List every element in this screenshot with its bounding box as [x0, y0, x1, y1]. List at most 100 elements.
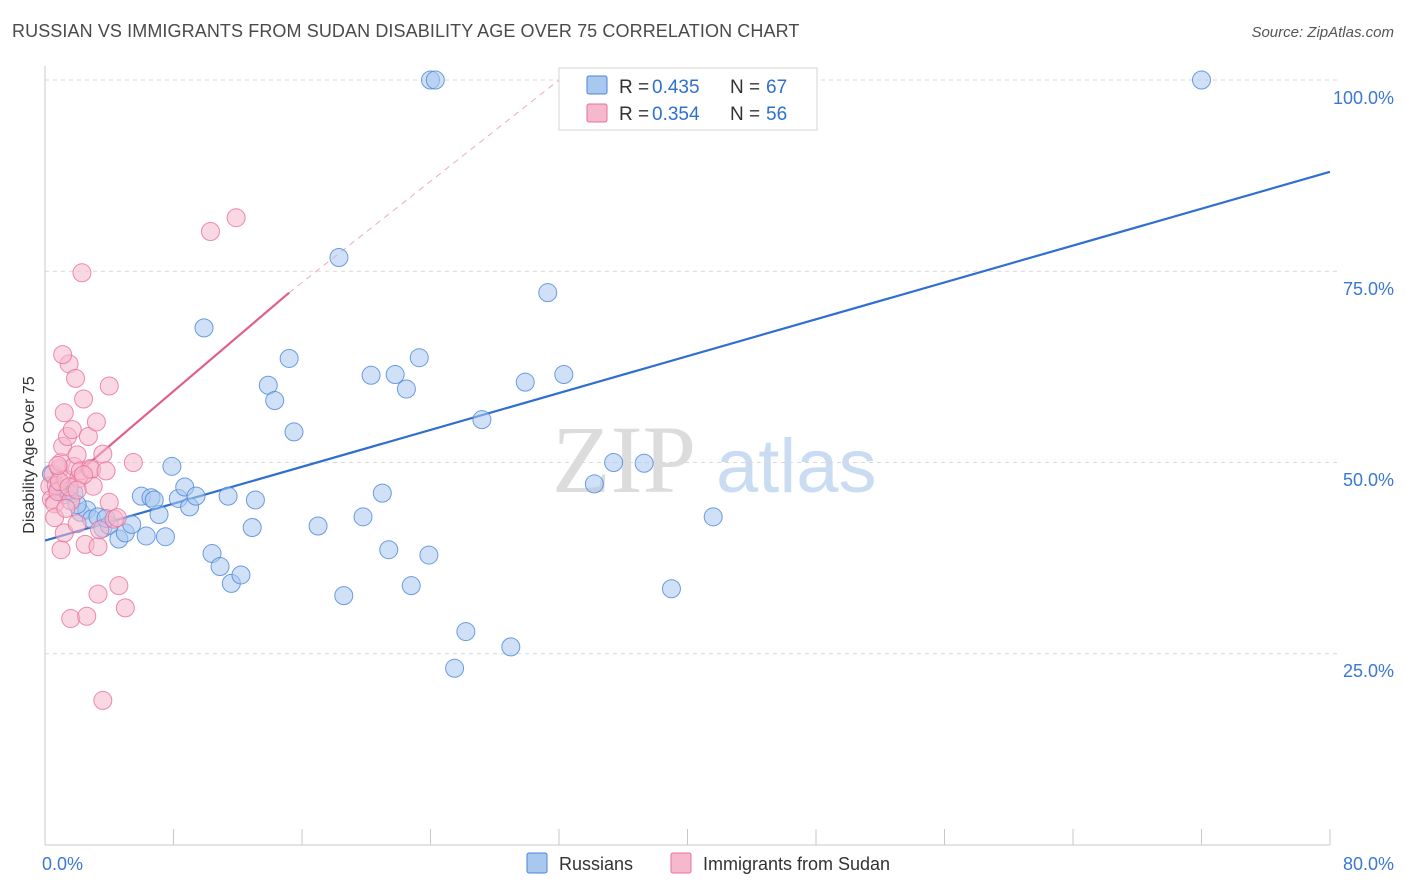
legend-r-label-2: R =: [619, 104, 649, 125]
data-point: [88, 584, 108, 604]
legend-r-label-1: R =: [619, 77, 649, 98]
data-point: [56, 498, 76, 518]
legend-r-value-1: 0.435: [652, 77, 700, 98]
data-point: [51, 540, 71, 560]
y-tick-label-50: 50.0%: [1343, 470, 1394, 490]
legend-r-value-2: 0.354: [652, 104, 700, 125]
data-point: [1192, 70, 1211, 90]
data-point: [200, 221, 220, 241]
data-points: [40, 70, 1211, 710]
data-point: [604, 453, 624, 472]
legend-n-value-1: 67: [766, 77, 787, 98]
data-point: [96, 461, 116, 481]
data-point: [279, 348, 299, 368]
data-point: [123, 453, 143, 472]
bottom-legend-swatch-sudan: [670, 852, 692, 874]
data-point: [210, 557, 230, 577]
chart-title: RUSSIAN VS IMMIGRANTS FROM SUDAN DISABIL…: [12, 21, 800, 41]
data-point: [86, 412, 106, 432]
data-point: [54, 403, 74, 423]
data-point: [231, 565, 251, 585]
data-point: [396, 379, 416, 399]
data-point: [67, 480, 87, 500]
data-point: [409, 348, 429, 368]
data-point: [194, 318, 214, 338]
data-point: [136, 526, 156, 546]
data-point: [93, 444, 113, 464]
data-point: [361, 365, 381, 385]
data-point: [308, 516, 328, 536]
data-point: [372, 483, 392, 503]
axes: [44, 66, 1331, 846]
data-point: [67, 514, 87, 534]
data-point: [538, 283, 558, 303]
data-point: [401, 576, 421, 596]
data-point: [245, 490, 265, 510]
data-point: [284, 422, 304, 442]
data-point: [379, 540, 399, 560]
data-point: [353, 507, 373, 527]
data-point: [77, 606, 97, 626]
legend-swatch-sudan: [586, 103, 608, 123]
y-tick-label-75: 75.0%: [1343, 279, 1394, 299]
data-point: [107, 508, 127, 528]
data-point: [265, 391, 285, 411]
chart-source: Source: ZipAtlas.com: [1251, 24, 1394, 41]
data-point: [419, 545, 439, 565]
y-axis-label: Disability Age Over 75: [21, 376, 38, 534]
data-point: [334, 586, 354, 606]
data-point: [242, 518, 262, 538]
data-point: [634, 453, 654, 473]
data-point: [66, 368, 86, 388]
data-point: [456, 622, 476, 642]
data-point: [515, 372, 535, 392]
legend: R = 0.435 N = 67 R = 0.354 N = 56: [558, 67, 818, 131]
series-sudan: [40, 208, 246, 710]
bottom-legend-swatch-russians: [526, 852, 548, 874]
data-point: [93, 690, 113, 710]
data-point: [48, 456, 68, 476]
data-point: [472, 410, 492, 430]
x-tick-label-min: 0.0%: [42, 854, 83, 874]
data-point: [53, 345, 73, 365]
legend-swatch-russians: [586, 75, 608, 95]
data-point: [501, 637, 521, 657]
bottom-legend-sudan: Immigrants from Sudan: [703, 854, 890, 874]
data-point: [72, 263, 92, 283]
data-point: [62, 420, 82, 440]
data-point: [445, 658, 465, 678]
data-point: [74, 389, 94, 409]
data-point: [109, 576, 129, 596]
legend-n-label-2: N =: [730, 104, 760, 125]
watermark-zip: ZIP: [552, 406, 696, 513]
bottom-legend-russians: Russians: [559, 854, 633, 874]
data-point: [155, 527, 175, 547]
trendline-extension: [288, 79, 560, 294]
data-point: [218, 486, 238, 506]
data-point: [88, 537, 108, 557]
data-point: [115, 598, 135, 618]
data-point: [144, 490, 164, 510]
data-point: [661, 579, 681, 599]
data-point: [54, 523, 74, 543]
data-point: [425, 70, 445, 90]
data-point: [61, 609, 81, 629]
data-point: [99, 376, 119, 396]
bottom-legend: Russians Immigrants from Sudan: [526, 852, 890, 874]
x-tick-label-max: 80.0%: [1343, 854, 1394, 874]
data-point: [67, 445, 87, 465]
y-tick-label-100: 100.0%: [1333, 88, 1394, 108]
trendline-russians: [44, 170, 1331, 542]
data-point: [584, 474, 604, 494]
data-point: [162, 456, 182, 476]
data-point: [78, 426, 98, 446]
data-point: [329, 247, 349, 267]
data-point: [90, 520, 110, 540]
data-point: [186, 486, 206, 506]
data-point: [554, 365, 574, 385]
y-tick-label-25: 25.0%: [1343, 661, 1394, 681]
data-point: [385, 365, 405, 385]
legend-n-label-1: N =: [730, 77, 760, 98]
legend-n-value-2: 56: [766, 104, 787, 125]
